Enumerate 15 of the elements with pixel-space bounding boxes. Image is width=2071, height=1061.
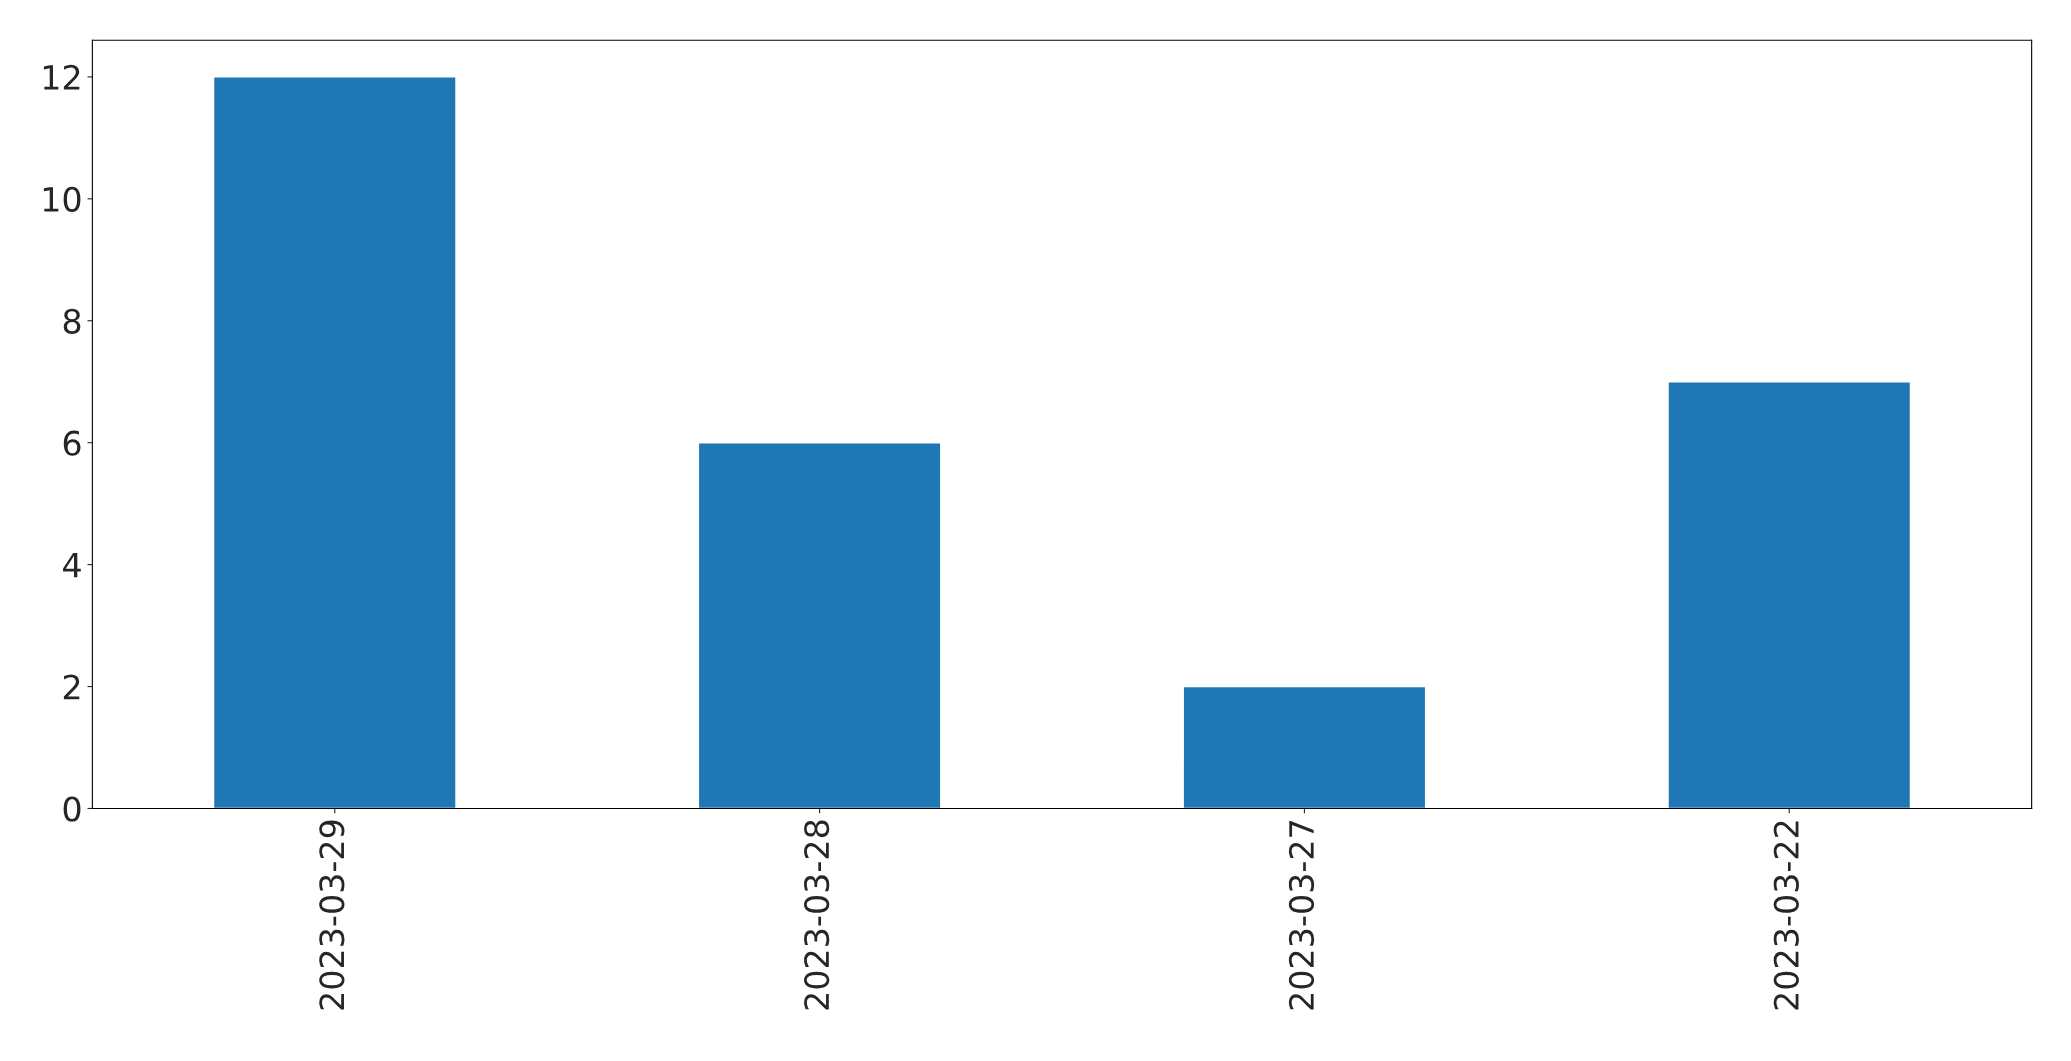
bar [1667,381,1912,809]
bar [697,441,942,809]
bar [1182,685,1427,809]
x-tick-label: 2023-03-27 [1288,821,1315,1010]
y-tick-label: 8 [63,308,81,334]
y-tick-label: 12 [43,64,80,90]
y-tick-label: 2 [63,674,80,700]
x-tick-label: 2023-03-22 [1773,821,1799,1010]
y-tick-label: 0 [63,796,81,822]
y-tick-label: 6 [63,430,81,456]
y-tick-label: 10 [43,186,81,212]
x-tick-label: 2023-03-29 [319,820,345,1010]
y-tick-label: 4 [63,552,81,578]
x-tick-label: 2023-03-28 [804,820,830,1010]
bar [212,76,457,809]
